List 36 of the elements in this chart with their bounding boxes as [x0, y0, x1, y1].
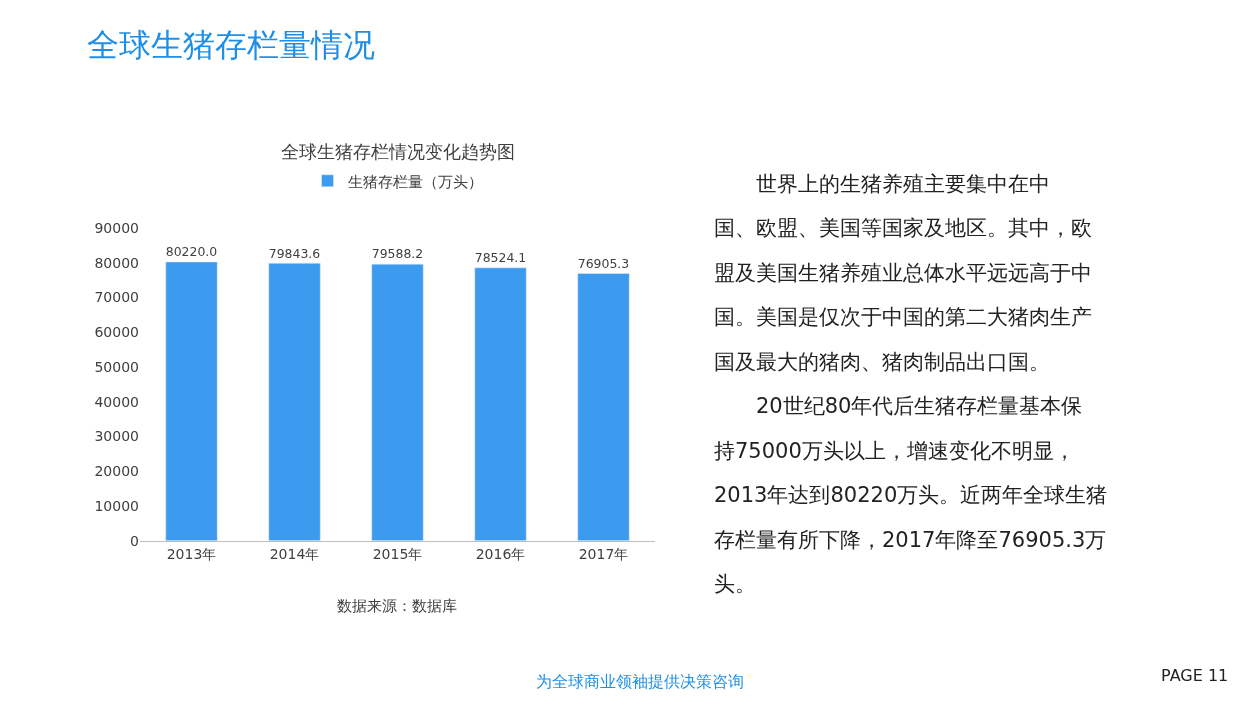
text: 国及最大的猪肉、猪肉制品出口国。 — [714, 350, 1050, 374]
text: 为全球商业领袖提供决策咨询 — [536, 672, 744, 691]
text: 世界上的生猪养殖主要集中在中 — [714, 172, 1050, 196]
y-tick-label: 80000 — [94, 254, 139, 271]
text: 头。 — [714, 572, 756, 596]
text: 盟及美国生猪养殖业总体水平远远高于中 — [714, 261, 1092, 285]
data-label: 80220.0 — [165, 244, 218, 260]
y-tick-label: 30000 — [94, 428, 139, 445]
text: PAGE 11 — [1161, 666, 1229, 685]
x-tick-label: 2015年 — [372, 545, 423, 562]
source-note: 数据来源：数据库 — [337, 597, 457, 615]
text: 全球生猪存栏量情况 — [87, 26, 375, 64]
y-tick-label: 40000 — [94, 393, 139, 410]
text: 存栏量有所下降，2017年降至76905.3万 — [714, 528, 1107, 552]
y-tick-label: 10000 — [94, 497, 139, 514]
text: 持75000万头以上，增速变化不明显， — [714, 439, 1075, 463]
x-tick-label: 2013年 — [166, 545, 217, 562]
y-tick-label: 90000 — [94, 219, 139, 236]
y-tick-label: 60000 — [94, 324, 139, 341]
y-tick-label: 50000 — [94, 358, 139, 375]
chart-title: 全球生猪存栏情况变化趋势图 — [280, 141, 515, 163]
x-tick-label: 2014年 — [269, 545, 320, 562]
legend-label: 生猪存栏量（万头） — [347, 172, 483, 191]
text: 20世纪80年代后生猪存栏量基本保 — [714, 394, 1083, 418]
data-label: 78524.1 — [474, 250, 527, 266]
data-label: 79588.2 — [371, 246, 424, 262]
y-tick-label: 70000 — [94, 289, 139, 306]
text: 2013年达到80220万头。近两年全球生猪 — [714, 483, 1108, 507]
data-label: 79843.6 — [268, 245, 321, 261]
x-tick-label: 2016年 — [475, 545, 526, 562]
text: 国、欧盟、美国等国家及地区。其中，欧 — [714, 216, 1092, 240]
y-tick-label: 0 — [130, 532, 139, 549]
x-tick-label: 2017年 — [578, 545, 629, 562]
y-tick-label: 20000 — [94, 463, 139, 480]
data-label: 76905.3 — [577, 255, 630, 271]
text: 国。美国是仅次于中国的第二大猪肉生产 — [714, 305, 1092, 329]
